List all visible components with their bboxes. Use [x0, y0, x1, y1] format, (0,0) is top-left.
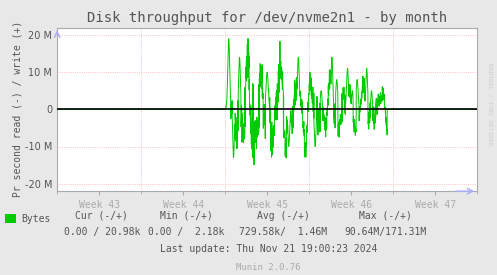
Text: Avg (-/+): Avg (-/+) — [257, 211, 310, 221]
Text: 729.58k/  1.46M: 729.58k/ 1.46M — [239, 227, 328, 237]
Text: Bytes: Bytes — [21, 214, 50, 224]
Text: 90.64M/171.31M: 90.64M/171.31M — [344, 227, 426, 237]
Text: Munin 2.0.76: Munin 2.0.76 — [236, 263, 301, 272]
Title: Disk throughput for /dev/nvme2n1 - by month: Disk throughput for /dev/nvme2n1 - by mo… — [87, 11, 447, 25]
Text: Last update: Thu Nov 21 19:00:23 2024: Last update: Thu Nov 21 19:00:23 2024 — [160, 244, 377, 254]
Text: 0.00 / 20.98k: 0.00 / 20.98k — [64, 227, 140, 237]
Text: Max (-/+): Max (-/+) — [359, 211, 412, 221]
Text: Min (-/+): Min (-/+) — [160, 211, 213, 221]
Text: 0.00 /  2.18k: 0.00 / 2.18k — [148, 227, 225, 237]
Text: RRDTOOL / TOBI OETIKER: RRDTOOL / TOBI OETIKER — [487, 63, 492, 146]
Text: Cur (-/+): Cur (-/+) — [76, 211, 128, 221]
Y-axis label: Pr second read (-) / write (+): Pr second read (-) / write (+) — [12, 21, 22, 197]
